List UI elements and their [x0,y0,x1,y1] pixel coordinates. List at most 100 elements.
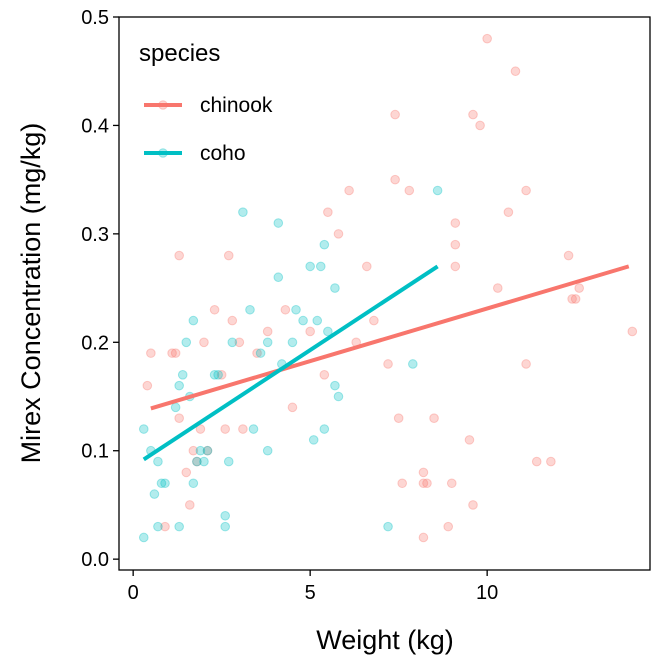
chinook-point [574,283,585,293]
chinook-point [160,521,170,532]
chinook-point [192,456,202,467]
coho-point [199,456,209,467]
coho-point [156,478,167,489]
legend-key-point-chinook [158,100,168,110]
legend-key-point-coho [158,148,168,158]
chinook-point [195,424,206,434]
chinook-point [390,109,400,120]
coho-point [383,521,393,532]
chinook-point [422,478,432,489]
chinook-point [234,337,245,348]
chinook-point [305,326,315,337]
chinook-point [450,218,461,228]
coho-point [291,304,301,315]
coho-point [220,521,230,532]
chinook-point [521,185,531,196]
y-tick-label: 0.1 [81,441,109,463]
legend: species chinook coho [139,40,273,165]
chinook-trend-line [150,264,630,411]
chinook-point [404,185,415,196]
coho-point [319,239,330,250]
coho-point [213,370,223,380]
chinook-point [468,500,478,510]
chinook-point [181,467,192,478]
chinook-point [185,500,195,510]
chinook-point [344,185,354,196]
chinook-point [333,229,344,239]
coho-point [223,456,234,467]
y-tick-label: 0.0 [81,549,109,571]
coho-point [305,261,315,272]
chinook-point [252,348,262,358]
chinook-point [323,207,333,217]
coho-point [153,521,163,532]
chinook-point [280,304,291,315]
coho-point [149,489,160,499]
chinook-point [418,478,429,489]
chinook-point [418,532,429,543]
chinook-point [563,250,574,261]
coho-point [408,359,418,369]
coho-point [188,478,199,489]
chinook-point [170,348,181,358]
chinook-point [567,294,577,304]
coho-point [181,337,192,348]
chinook-point [570,294,581,304]
coho-point [209,370,220,380]
y-tick-label: 0.4 [81,115,109,137]
chinook-point [627,326,638,337]
y-tick-label: 0.3 [81,224,109,246]
y-tick-label: 0.2 [81,332,109,354]
coho-point [323,326,333,337]
chinook-point [397,478,408,489]
chinook-point [503,207,514,217]
coho-point [238,207,248,217]
coho-point [262,445,273,456]
coho-point [220,510,230,521]
chinook-point [531,456,542,467]
chinook-point [262,326,273,337]
chinook-point [202,445,213,456]
chinook-point [227,315,238,326]
chinook-point [464,435,475,445]
coho-point [153,456,163,467]
coho-point [273,218,284,228]
coho-point [248,424,259,434]
coho-point [170,402,181,413]
coho-point [333,391,344,402]
chinook-point [319,370,330,380]
chinook-point [429,413,439,423]
chinook-point [223,250,234,261]
coho-point [188,315,199,326]
chinook-point [220,424,230,434]
chinook-point [142,380,153,391]
chinook-point [369,315,379,326]
chinook-point [521,359,531,369]
coho-point [195,445,206,456]
x-tick-label: 0 [128,582,139,604]
chinook-point [146,348,156,358]
coho-point [273,272,284,283]
y-axis-title: Mirex Concentration (mg/kg) [16,123,46,464]
chinook-point [443,521,454,532]
x-tick-label: 5 [305,582,316,604]
coho-point [312,315,323,326]
legend-title: species [139,40,220,67]
coho-point [315,261,326,272]
y-axis: 0.0 0.1 0.2 0.3 0.4 0.5 [81,7,119,571]
coho-point [202,445,213,456]
chinook-point [468,109,478,120]
chinook-point [450,261,461,272]
chinook-point [492,283,503,293]
coho-point [138,424,149,434]
coho-point [308,435,319,445]
chinook-point [174,250,184,261]
coho-point [262,337,273,348]
chinook-point [238,424,248,434]
coho-point [177,370,188,380]
chinook-point [362,261,372,272]
y-tick-label: 0.5 [81,7,109,29]
chinook-point [418,467,429,478]
